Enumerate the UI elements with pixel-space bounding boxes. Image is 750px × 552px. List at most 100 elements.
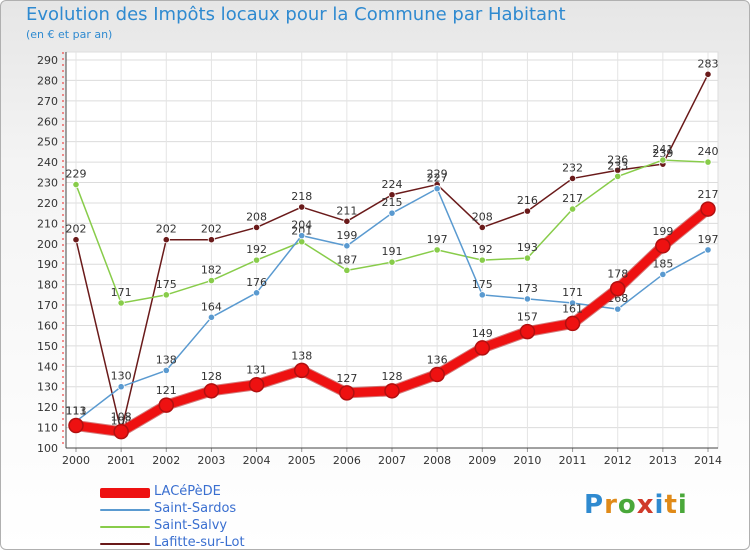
data-label: 215: [382, 196, 403, 209]
data-label: 136: [427, 353, 448, 366]
data-point: [207, 276, 216, 285]
data-label: 113: [66, 404, 87, 417]
x-tick-label: 2009: [468, 454, 496, 467]
data-label: 157: [517, 311, 538, 324]
x-tick-label: 2007: [378, 454, 406, 467]
data-point: [252, 289, 261, 297]
data-point: [433, 246, 441, 254]
x-tick-label: 2010: [513, 454, 541, 467]
data-point: [704, 70, 712, 78]
data-point: [162, 366, 170, 374]
legend-label: Lafitte-sur-Lot: [154, 535, 245, 550]
data-label: 211: [336, 204, 357, 217]
proxiti-logo: Proxiti: [584, 490, 688, 520]
data-point: [568, 205, 577, 213]
y-tick-label: 220: [37, 197, 58, 210]
data-label: 208: [472, 210, 493, 223]
data-point: [700, 201, 716, 217]
data-label: 202: [156, 223, 177, 236]
data-label: 217: [698, 188, 719, 201]
data-point: [388, 191, 396, 199]
data-label: 283: [698, 57, 719, 70]
data-label: 192: [472, 243, 493, 256]
data-label: 197: [427, 233, 448, 246]
logo-letter: r: [604, 490, 618, 520]
data-label: 138: [291, 349, 312, 362]
y-tick-label: 270: [37, 95, 58, 108]
data-point: [72, 236, 80, 244]
y-tick-label: 160: [37, 319, 58, 332]
data-label: 204: [291, 219, 312, 232]
data-label: 201: [291, 225, 312, 238]
x-tick-label: 2006: [333, 454, 361, 467]
data-label: 218: [291, 190, 312, 203]
data-label: 224: [382, 178, 403, 191]
data-label: 240: [698, 145, 719, 158]
data-point: [609, 280, 626, 297]
x-tick-label: 2013: [649, 454, 677, 467]
y-tick-label: 180: [37, 279, 58, 292]
data-point: [207, 313, 216, 321]
data-point: [298, 203, 306, 211]
data-label: 227: [427, 172, 448, 185]
data-label: 149: [472, 327, 493, 340]
data-point: [158, 397, 175, 413]
logo-letter: o: [617, 490, 637, 520]
data-point: [72, 180, 80, 189]
legend-swatch: [100, 526, 150, 528]
data-label: 236: [607, 153, 628, 166]
data-label: 217: [562, 192, 583, 205]
data-label: 229: [427, 168, 448, 181]
legend-label: Saint-Salvy: [154, 518, 228, 533]
data-point: [203, 383, 220, 399]
data-point: [388, 209, 396, 217]
data-point: [474, 340, 491, 356]
data-point: [252, 223, 261, 232]
line-chart: 100 110 120 130 140 150 160 170 180 190 200 210 220 2…: [37, 51, 722, 467]
data-label: 202: [201, 223, 222, 236]
chart-subtitle: (en € et par an): [26, 28, 113, 41]
data-label: 127: [336, 372, 357, 385]
chart-title: Evolution des Impôts locaux pour la Comm…: [26, 4, 566, 25]
data-label: 108: [111, 411, 132, 424]
data-point: [298, 232, 306, 240]
data-point: [117, 383, 125, 391]
x-tick-label: 2003: [197, 454, 225, 467]
data-point: [659, 156, 667, 164]
data-label: 178: [607, 268, 628, 281]
y-tick-label: 240: [37, 156, 58, 169]
legend-swatch: [100, 509, 150, 511]
x-tick-label: 2008: [423, 454, 451, 467]
legend-swatch: [100, 543, 150, 545]
data-label: 191: [382, 245, 403, 258]
data-point: [614, 305, 622, 313]
x-tick-label: 2012: [604, 454, 632, 467]
y-tick-label: 260: [37, 115, 58, 128]
x-tick-label: 2014: [694, 454, 722, 467]
data-label: 208: [246, 210, 267, 223]
y-tick-label: 140: [37, 360, 58, 373]
data-label: 202: [66, 223, 87, 236]
x-tick-label: 2001: [107, 454, 135, 467]
data-point: [248, 376, 265, 393]
data-label: 216: [517, 194, 538, 207]
data-label: 173: [517, 282, 538, 295]
data-label: 232: [562, 161, 583, 174]
data-label: 131: [246, 364, 267, 377]
data-point: [388, 258, 396, 266]
y-tick-label: 150: [37, 340, 58, 353]
y-tick-label: 120: [37, 401, 58, 414]
data-point: [478, 291, 486, 299]
data-label: 187: [336, 253, 357, 266]
data-label: 176: [246, 276, 267, 289]
y-tick-label: 190: [37, 258, 58, 271]
data-point: [343, 266, 351, 274]
logo-letter: t: [664, 490, 678, 520]
data-label: 175: [156, 278, 177, 291]
data-point: [523, 207, 532, 215]
data-label: 229: [66, 168, 87, 181]
y-tick-label: 230: [37, 177, 58, 190]
data-label: 197: [698, 233, 719, 246]
logo-letter: x: [636, 490, 655, 520]
data-point: [252, 256, 261, 264]
